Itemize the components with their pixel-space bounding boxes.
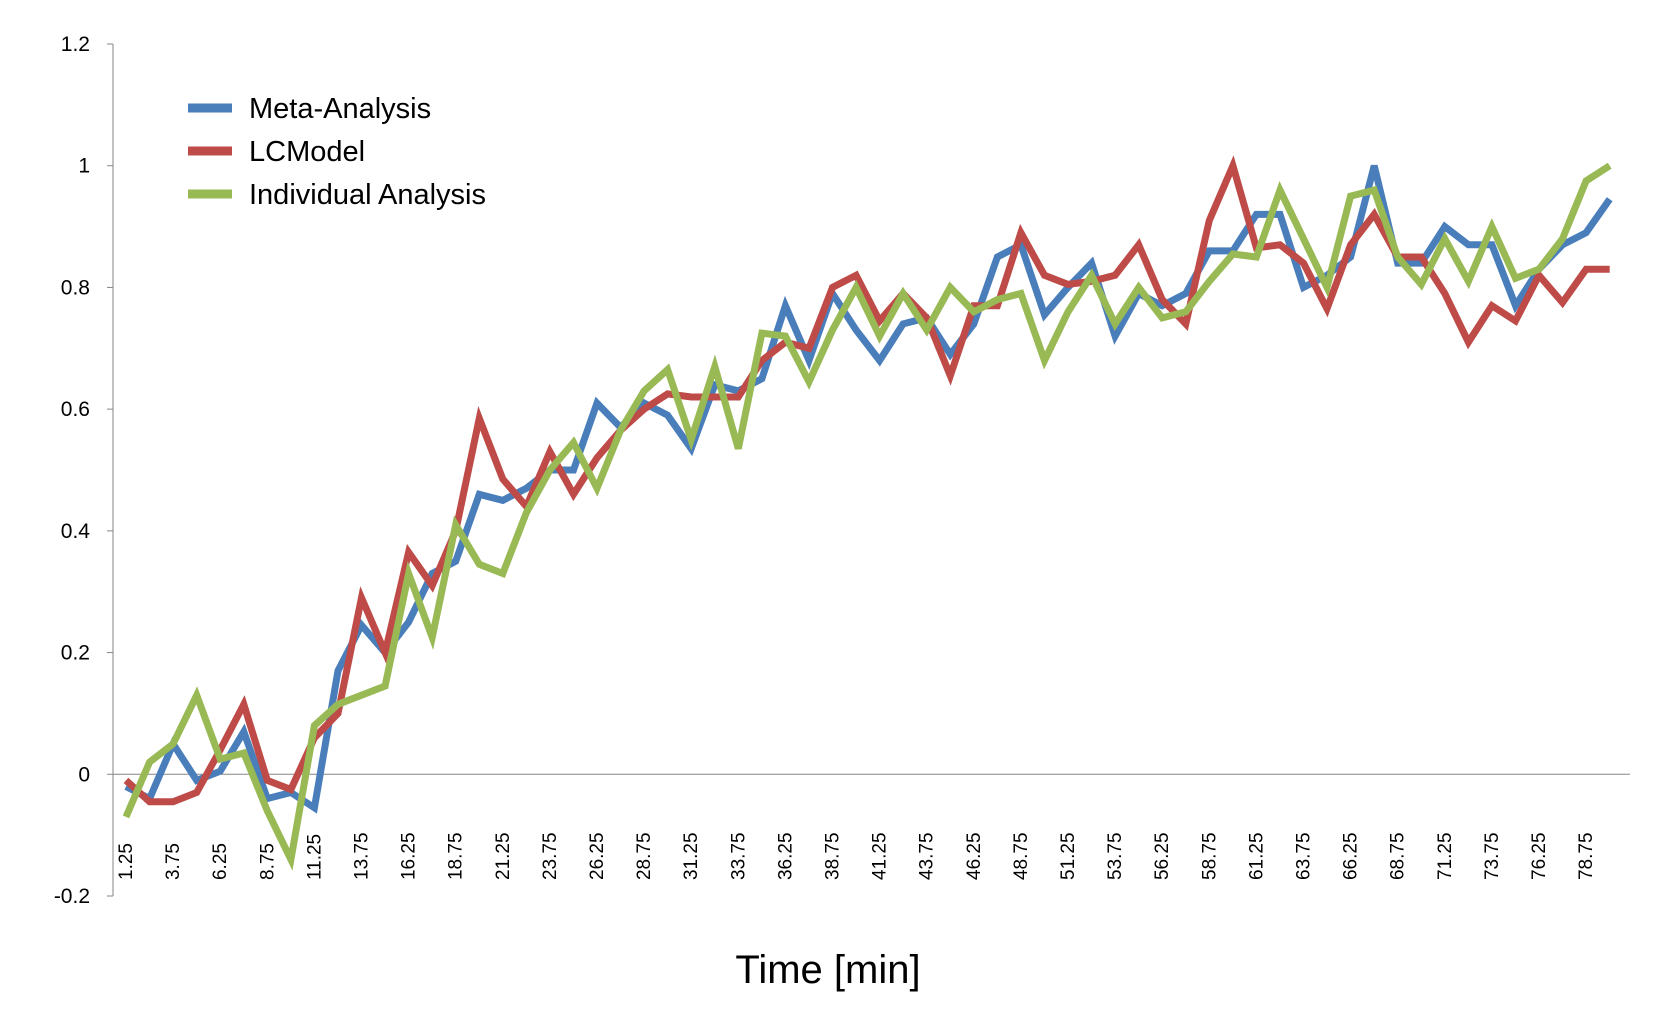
x-tick-label: 41.25 <box>870 832 891 880</box>
x-tick-label: 21.25 <box>493 832 514 880</box>
x-tick-label: 58.75 <box>1199 832 1220 880</box>
y-tick-label: 0.4 <box>61 520 91 543</box>
series-line-individual-analysis <box>122 162 1612 871</box>
x-tick-label: 68.75 <box>1388 832 1409 880</box>
y-tick-label: 1.2 <box>61 33 90 56</box>
x-tick-label: 56.25 <box>1152 832 1173 880</box>
x-tick-label: 66.25 <box>1341 832 1362 880</box>
x-tick-label: 38.75 <box>823 832 844 880</box>
x-tick-label: 6.25 <box>210 843 231 880</box>
legend-label-lcmodel: LCModel <box>249 136 365 168</box>
series-line-lcmodel <box>123 155 1610 806</box>
x-tick-label: 71.25 <box>1435 832 1456 880</box>
x-tick-label: 43.75 <box>917 832 938 880</box>
x-tick-labels: 1.25 3.75 6.25 8.75 11.25 13.75 16.25 18.75 21.2… <box>116 832 1597 880</box>
y-tick-label: 0.8 <box>61 276 90 299</box>
legend-label-individual-analysis: Individual Analysis <box>249 179 486 211</box>
x-tick-label: 53.75 <box>1105 832 1126 880</box>
x-tick-label: 76.25 <box>1529 832 1550 880</box>
x-tick-label: 73.75 <box>1482 832 1503 880</box>
series-line-meta-analysis <box>124 164 1613 814</box>
y-tick-labels: -0.2 0 0.2 0.4 0.6 0.8 1 1.2 <box>54 33 90 908</box>
y-tick-label: -0.2 <box>54 885 90 908</box>
y-axis <box>107 43 114 897</box>
x-tick-label: 48.75 <box>1011 832 1032 880</box>
x-tick-label: 3.75 <box>163 843 184 880</box>
x-tick-label: 18.75 <box>446 832 467 880</box>
x-tick-label: 36.25 <box>775 832 796 880</box>
y-tick-label: 1 <box>78 155 90 178</box>
x-tick-label: 11.25 <box>304 834 325 880</box>
x-axis-title: Time [min] <box>735 948 920 992</box>
y-tick-label: 0 <box>78 763 90 786</box>
x-tick-label: 26.25 <box>587 832 608 880</box>
x-tick-label: 8.75 <box>257 843 278 880</box>
x-tick-label: 31.25 <box>681 832 702 880</box>
x-tick-label: 33.75 <box>728 832 749 880</box>
x-tick-label: 1.25 <box>116 843 137 880</box>
legend-label-meta-analysis: Meta-Analysis <box>249 93 431 125</box>
x-tick-label: 46.25 <box>964 832 985 880</box>
x-tick-label: 16.25 <box>399 832 420 880</box>
x-tick-label: 78.75 <box>1576 832 1597 880</box>
y-tick-label: 0.2 <box>61 642 90 665</box>
x-tick-label: 13.75 <box>352 832 373 880</box>
series-layer <box>122 155 1613 871</box>
x-tick-label: 61.25 <box>1246 832 1267 880</box>
x-tick-label: 28.75 <box>634 832 655 880</box>
x-tick-label: 51.25 <box>1058 832 1079 880</box>
x-tick-label: 63.75 <box>1294 832 1315 880</box>
y-tick-label: 0.6 <box>61 398 90 421</box>
legend: Meta-Analysis LCModel Individual Analysis <box>188 93 486 211</box>
x-tick-label: 23.75 <box>540 832 561 880</box>
